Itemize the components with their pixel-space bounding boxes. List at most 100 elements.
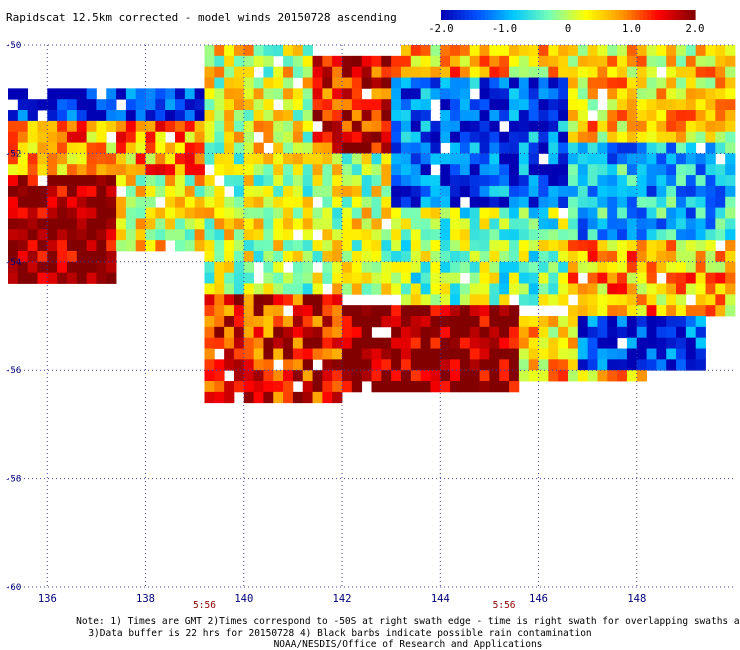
- heatmap-cell: [322, 196, 333, 208]
- heatmap-cell: [243, 88, 254, 100]
- heatmap-cell: [233, 381, 245, 393]
- heatmap-cell: [499, 305, 510, 317]
- heatmap-cell: [440, 250, 451, 263]
- heatmap-cell: [499, 153, 510, 165]
- heatmap-cell: [292, 142, 304, 154]
- heatmap-cell: [479, 185, 490, 198]
- heatmap-cell: [430, 283, 441, 295]
- heatmap-cell: [715, 55, 726, 68]
- heatmap-cell: [371, 305, 382, 317]
- heatmap-cell: [450, 381, 461, 393]
- heatmap-cell: [479, 99, 490, 111]
- heatmap-cell: [440, 99, 451, 111]
- heatmap-cell: [538, 66, 549, 78]
- heatmap-cell: [342, 99, 353, 111]
- heatmap-cell: [224, 283, 235, 295]
- heatmap-cell: [715, 120, 726, 133]
- heatmap-cell: [617, 370, 628, 382]
- heatmap-cell: [685, 207, 697, 219]
- heatmap-cell: [214, 305, 225, 317]
- heatmap-cell: [125, 110, 137, 122]
- heatmap-cell: [125, 99, 137, 111]
- heatmap-cell: [410, 218, 422, 230]
- heatmap-cell: [626, 164, 638, 176]
- heatmap-cell: [548, 370, 559, 382]
- heatmap-cell: [617, 218, 628, 230]
- heatmap-cell: [617, 175, 628, 187]
- heatmap-cell: [489, 229, 500, 241]
- heatmap-cell: [676, 316, 687, 328]
- heatmap-cell: [106, 153, 117, 165]
- heatmap-cell: [155, 218, 166, 230]
- heatmap-cell: [676, 348, 687, 360]
- heatmap-cell: [145, 196, 156, 208]
- heatmap-cell: [420, 261, 431, 274]
- heatmap-cell: [391, 316, 402, 328]
- heatmap-cell: [27, 229, 38, 241]
- heatmap-cell: [233, 261, 245, 274]
- heatmap-cell: [646, 261, 657, 274]
- heatmap-cell: [695, 283, 706, 295]
- heatmap-cell: [8, 142, 19, 154]
- heatmap-cell: [273, 305, 284, 317]
- heatmap-cell: [577, 185, 589, 198]
- heatmap-cell: [263, 185, 274, 198]
- heatmap-cell: [430, 153, 441, 165]
- heatmap-cell: [361, 305, 372, 317]
- heatmap-cell: [37, 131, 48, 143]
- heatmap-cell: [76, 153, 87, 165]
- heatmap-cell: [597, 283, 608, 295]
- heatmap-cell: [636, 337, 647, 349]
- heatmap-cell: [666, 337, 677, 349]
- heatmap-cell: [283, 99, 294, 111]
- heatmap-cell: [224, 110, 235, 122]
- heatmap-cell: [725, 88, 736, 100]
- heatmap-cell: [391, 283, 402, 295]
- heatmap-cell: [430, 229, 441, 241]
- heatmap-cell: [577, 337, 589, 349]
- heatmap-cell: [76, 272, 87, 284]
- heatmap-cell: [361, 66, 372, 78]
- heatmap-cell: [636, 110, 647, 122]
- heatmap-cell: [715, 294, 726, 306]
- heatmap-cell: [567, 316, 579, 328]
- heatmap-cell: [342, 110, 353, 122]
- heatmap-cell: [430, 142, 441, 154]
- heatmap-cell: [391, 110, 402, 122]
- heatmap-cell: [469, 326, 480, 339]
- heatmap-cell: [342, 359, 353, 371]
- heatmap-cell: [577, 77, 589, 89]
- heatmap-cell: [528, 185, 539, 198]
- heatmap-cell: [243, 142, 254, 154]
- heatmap-cell: [243, 305, 254, 317]
- heatmap-cell: [577, 88, 589, 100]
- heatmap-cell: [440, 272, 451, 284]
- heatmap-cell: [17, 229, 29, 241]
- heatmap-cell: [567, 110, 579, 122]
- heatmap-cell: [410, 261, 422, 274]
- heatmap-cell: [361, 120, 372, 133]
- heatmap-cell: [695, 164, 706, 176]
- heatmap-cell: [342, 240, 353, 252]
- heatmap-cell: [607, 337, 618, 349]
- heatmap-cell: [302, 370, 313, 382]
- heatmap-cell: [420, 294, 431, 306]
- heatmap-cell: [145, 110, 156, 122]
- heatmap-cell: [617, 272, 628, 284]
- heatmap-cell: [676, 294, 687, 306]
- heatmap-cell: [577, 283, 589, 295]
- heatmap-cell: [450, 240, 461, 252]
- heatmap-cell: [459, 316, 471, 328]
- heatmap-cell: [450, 326, 461, 339]
- heatmap-cell: [204, 120, 215, 133]
- heatmap-cell: [587, 326, 598, 339]
- heatmap-cell: [420, 283, 431, 295]
- heatmap-cell: [469, 370, 480, 382]
- heatmap-cell: [243, 229, 254, 241]
- heatmap-cell: [371, 88, 382, 100]
- heatmap-cell: [567, 218, 579, 230]
- colorbar-segment: [611, 10, 617, 20]
- heatmap-cell: [646, 164, 657, 176]
- heatmap-cell: [351, 120, 363, 133]
- heatmap-cell: [76, 99, 87, 111]
